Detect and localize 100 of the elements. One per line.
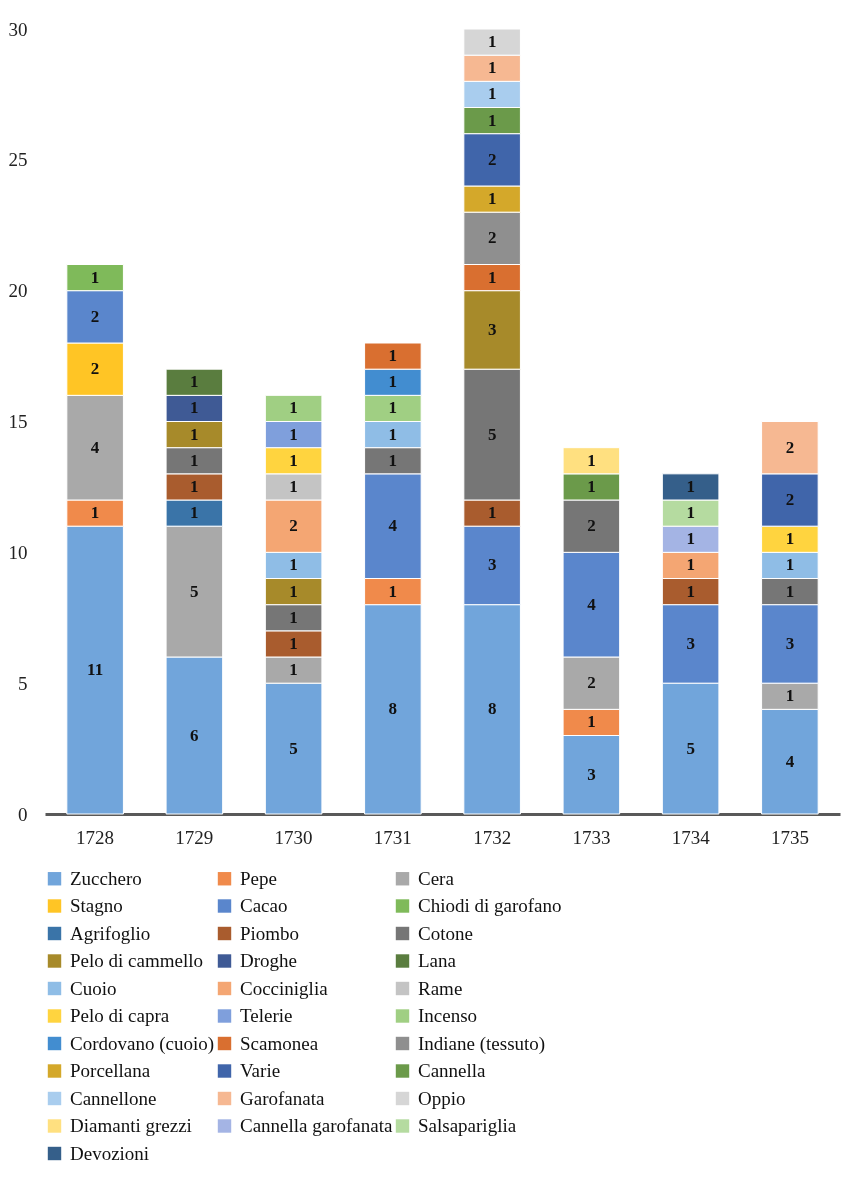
- data-label: 4: [785, 751, 795, 771]
- y-tick-label: 10: [8, 541, 28, 563]
- legend-label: Cannella: [418, 1060, 487, 1081]
- legend-label: Piombo: [240, 922, 300, 944]
- x-tick-label: 1728: [76, 826, 115, 848]
- legend-label: Salsapariglia: [418, 1115, 517, 1136]
- data-label: 1: [785, 581, 795, 601]
- data-label: 4: [388, 516, 398, 536]
- legend-label: Incenso: [418, 1005, 478, 1026]
- data-label: 1: [388, 372, 398, 392]
- data-label: 2: [289, 516, 298, 536]
- data-label: 1: [190, 450, 199, 470]
- data-label: 5: [190, 581, 199, 601]
- data-label: 3: [587, 764, 596, 784]
- data-label: 1: [785, 686, 795, 706]
- legend-label: Diamanti grezzi: [70, 1115, 192, 1136]
- data-label: 2: [587, 516, 596, 536]
- legend-label: Cera: [418, 867, 455, 889]
- data-label: 1: [289, 398, 298, 418]
- data-label: 2: [587, 673, 596, 693]
- legend-label: Pelo di cammello: [70, 950, 203, 971]
- x-tick-label: 1730: [274, 826, 313, 848]
- legend-label: Zucchero: [70, 867, 142, 889]
- data-label: 5: [487, 424, 497, 444]
- legend-label: Rame: [418, 977, 463, 999]
- data-label: 1: [388, 450, 398, 470]
- data-label: 1: [587, 476, 596, 496]
- data-label: 1: [487, 32, 497, 52]
- data-label: 1: [190, 372, 199, 392]
- data-label: 5: [289, 738, 298, 758]
- legend-label: Agrifoglio: [70, 922, 151, 944]
- data-label: 1: [289, 607, 298, 627]
- legend-label: Pepe: [240, 867, 277, 889]
- x-tick-label: 1729: [175, 826, 214, 848]
- legend-label: Stagno: [70, 895, 123, 916]
- legend-label: Cotone: [418, 922, 473, 944]
- data-label: 2: [90, 359, 100, 379]
- data-label: 4: [90, 437, 100, 457]
- data-label: 2: [785, 437, 795, 457]
- x-tick-label: 1731: [373, 826, 412, 848]
- data-label: 1: [686, 529, 695, 549]
- data-label: 1: [90, 267, 100, 287]
- legend-label: Cannella garofanata: [240, 1115, 394, 1136]
- legend-label: Devozioni: [70, 1142, 150, 1164]
- data-label: 1: [686, 476, 695, 496]
- data-label: 1: [289, 476, 298, 496]
- x-tick-label: 1734: [671, 826, 711, 848]
- x-tick-label: 1735: [770, 826, 809, 848]
- data-label: 1: [487, 189, 497, 209]
- data-label: 5: [686, 738, 695, 758]
- data-label: 1: [289, 660, 298, 680]
- data-label: 1: [487, 110, 497, 130]
- data-label: 1: [487, 503, 497, 523]
- legend-label: Varie: [240, 1060, 281, 1081]
- legend-label: Chiodi di garofano: [418, 895, 562, 916]
- data-label: 8: [487, 699, 497, 719]
- x-tick-label: 1733: [572, 826, 611, 848]
- data-label: 1: [487, 267, 497, 287]
- data-label: 3: [487, 319, 497, 339]
- data-label: 4: [587, 594, 597, 614]
- y-tick-label: 20: [8, 280, 28, 302]
- data-label: 2: [785, 490, 795, 509]
- legend-label: Telerie: [240, 1005, 293, 1026]
- y-tick-label: 30: [8, 18, 28, 40]
- data-label: 1: [90, 503, 100, 523]
- data-label: 1: [785, 555, 795, 575]
- legend-label: Cocciniglia: [240, 977, 329, 999]
- legend-label: Cacao: [240, 895, 288, 916]
- data-label: 1: [190, 398, 199, 418]
- data-label: 3: [686, 633, 695, 653]
- data-label: 1: [686, 503, 695, 523]
- data-label: 11: [87, 660, 104, 680]
- y-tick-label: 5: [18, 672, 28, 694]
- y-tick-label: 15: [8, 411, 28, 432]
- data-label: 1: [190, 424, 199, 444]
- data-label: 1: [190, 503, 199, 523]
- data-label: 1: [388, 346, 398, 366]
- data-label: 1: [190, 476, 199, 496]
- data-label: 1: [487, 58, 497, 78]
- data-label: 1: [289, 424, 298, 444]
- data-label: 2: [487, 228, 497, 248]
- data-label: 1: [587, 450, 596, 470]
- data-label: 1: [289, 581, 298, 601]
- legend-label: Cuoio: [70, 977, 117, 999]
- y-tick-label: 25: [8, 149, 28, 171]
- y-tick-label: 0: [18, 803, 28, 825]
- data-label: 1: [686, 581, 695, 601]
- data-label: 2: [90, 306, 100, 326]
- data-label: 1: [289, 555, 298, 575]
- data-label: 6: [190, 725, 199, 745]
- data-label: 1: [388, 398, 398, 418]
- legend-label: Pelo di capra: [70, 1005, 170, 1026]
- legend-label: Garofanata: [240, 1087, 325, 1109]
- data-label: 1: [487, 84, 497, 104]
- data-label: 1: [289, 450, 298, 470]
- data-label: 1: [785, 529, 795, 549]
- legend-label: Indiane (tessuto): [418, 1032, 546, 1055]
- legend-label: Lana: [418, 950, 457, 971]
- data-label: 3: [487, 555, 497, 575]
- x-tick-label: 1732: [473, 826, 512, 848]
